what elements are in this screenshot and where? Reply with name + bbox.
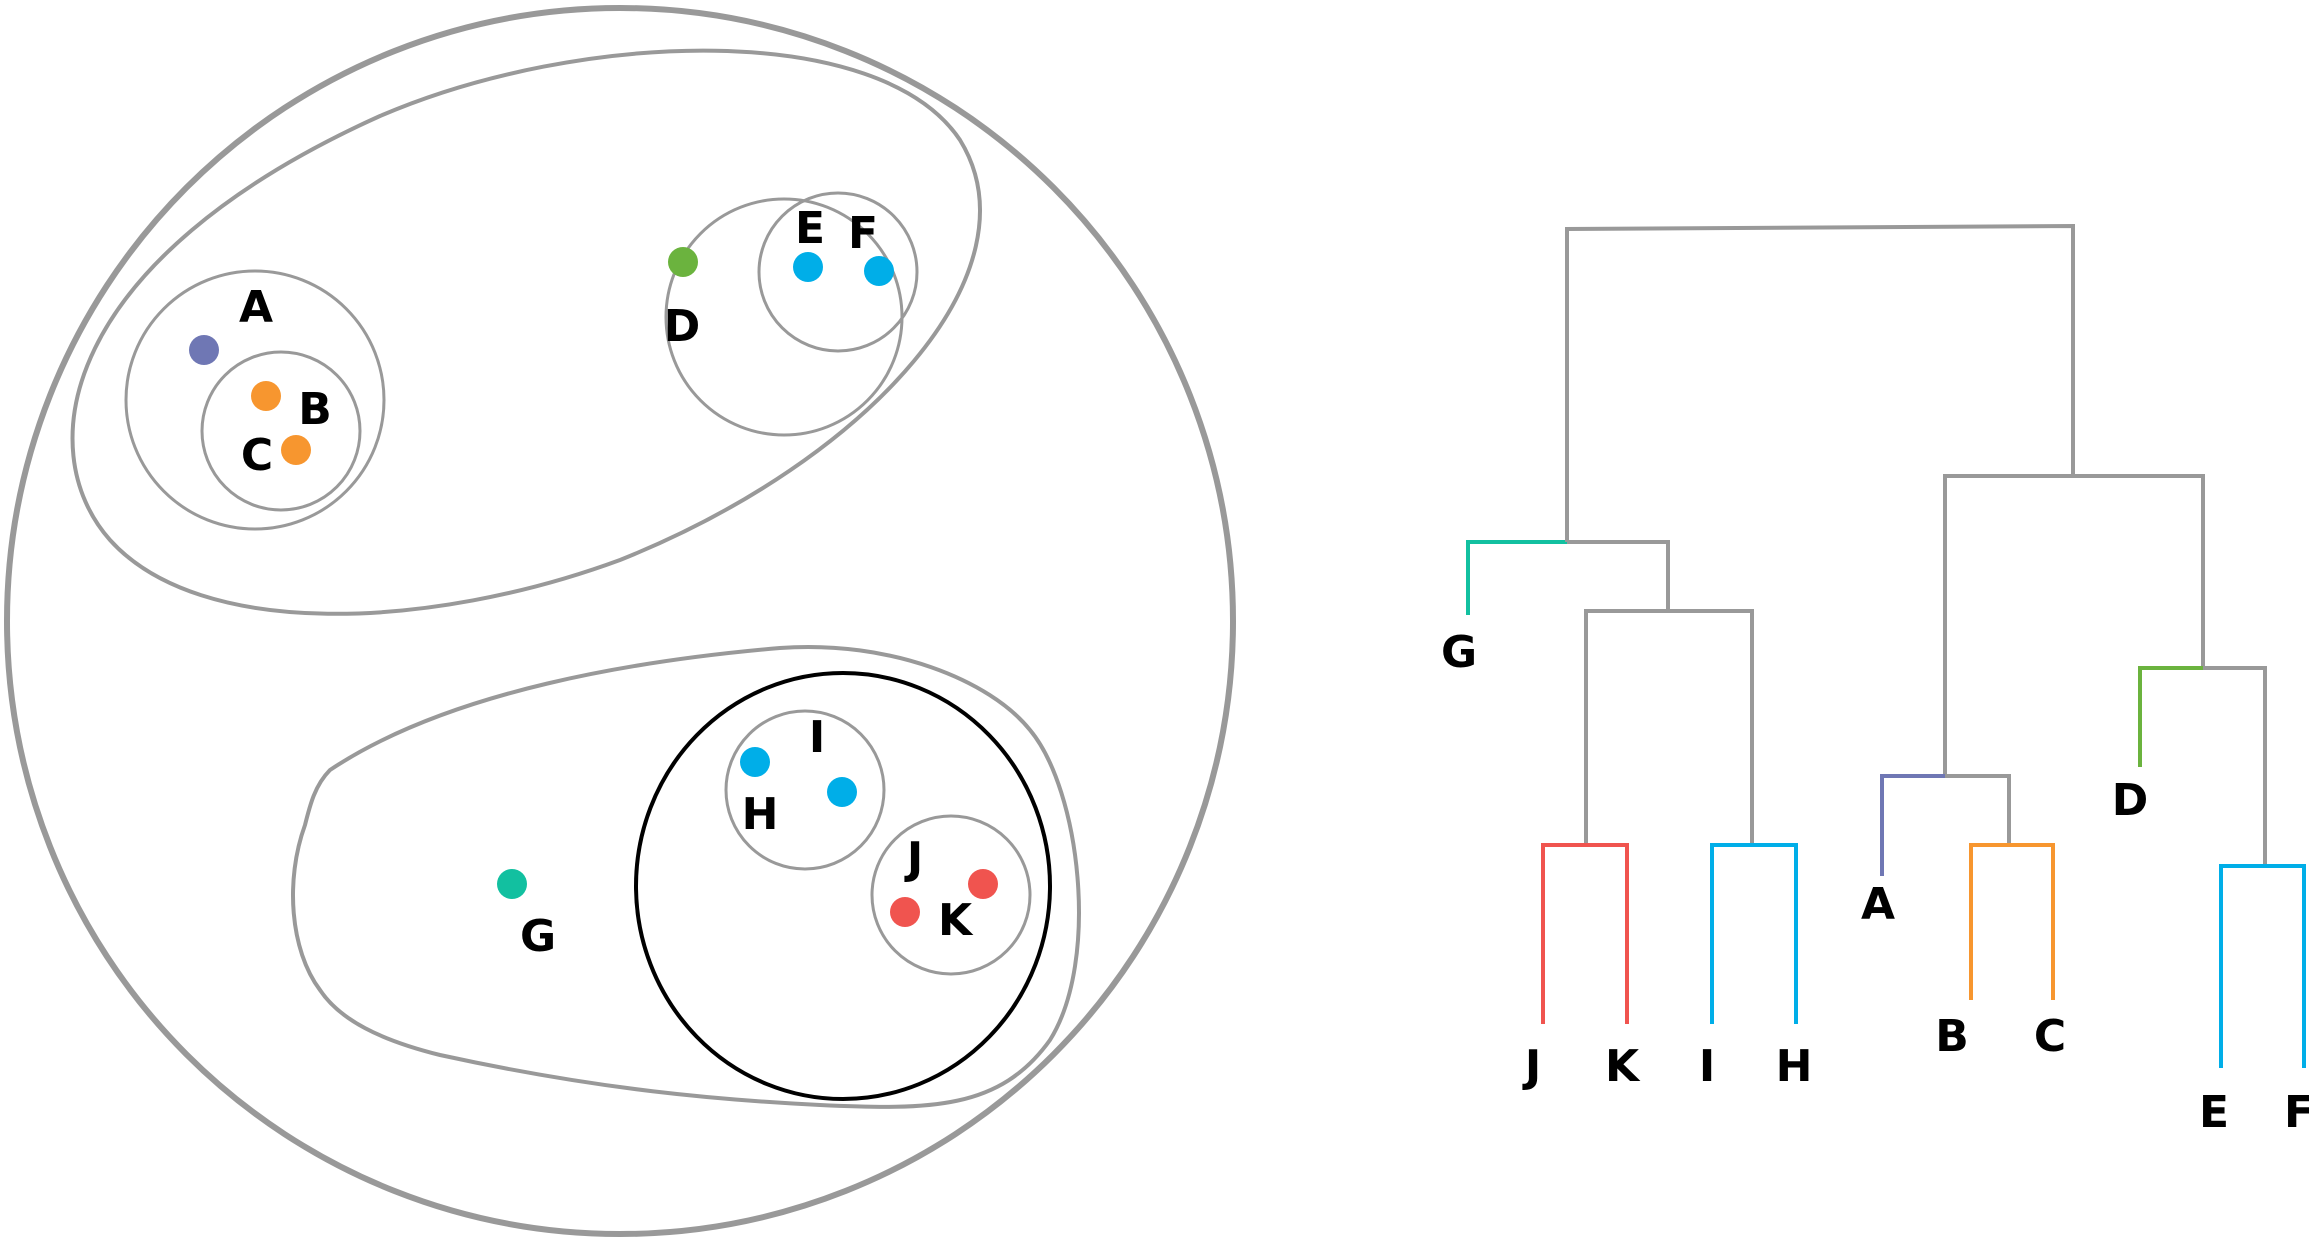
cluster-abc-boundary bbox=[124, 269, 386, 531]
cluster-bc-boundary bbox=[200, 350, 362, 512]
leaf-label-g: G bbox=[1441, 627, 1477, 678]
point-e bbox=[793, 252, 823, 282]
link-root bbox=[1565, 223, 2075, 476]
leaf-label-j: J bbox=[1522, 1041, 1541, 1092]
cluster-hi-boundary bbox=[724, 709, 886, 871]
upper-cluster-boundary bbox=[70, 48, 982, 616]
link-ih bbox=[1710, 843, 1798, 1024]
point-a bbox=[189, 335, 219, 365]
point-label-b: B bbox=[298, 384, 332, 435]
outer-cluster-boundary bbox=[4, 5, 1236, 1237]
point-i bbox=[827, 777, 857, 807]
lower-cluster-boundary bbox=[291, 645, 1081, 1109]
leaf-label-b: B bbox=[1935, 1011, 1969, 1062]
leaf-label-h: H bbox=[1776, 1041, 1813, 1092]
link-abc-def bbox=[1943, 474, 2205, 776]
cluster-hijk-boundary bbox=[634, 671, 1052, 1101]
leaf-label-c: C bbox=[2034, 1011, 2066, 1062]
cluster-jk-boundary bbox=[870, 814, 1032, 976]
link-jkih bbox=[1584, 609, 1754, 845]
leaf-label-f: F bbox=[2284, 1087, 2309, 1138]
link-def-green bbox=[2138, 666, 2203, 767]
link-g-group-teal bbox=[1466, 540, 1567, 615]
point-f bbox=[864, 256, 894, 286]
leaf-label-d: D bbox=[2112, 775, 2149, 826]
point-g bbox=[497, 869, 527, 899]
point-label-i: I bbox=[809, 712, 825, 763]
point-j bbox=[968, 869, 998, 899]
point-label-c: C bbox=[241, 430, 273, 481]
point-h bbox=[740, 747, 770, 777]
point-b bbox=[251, 381, 281, 411]
leaf-label-e: E bbox=[2199, 1087, 2229, 1138]
point-label-g: G bbox=[520, 911, 556, 962]
leaf-label-i: I bbox=[1699, 1041, 1715, 1092]
point-label-a: A bbox=[239, 282, 273, 333]
point-k bbox=[890, 897, 920, 927]
link-g-group-gray bbox=[1567, 540, 1670, 611]
link-abc-gray bbox=[1945, 774, 2011, 845]
leaf-label-a: A bbox=[1861, 879, 1895, 930]
link-jk bbox=[1541, 843, 1629, 1024]
link-abc-purple bbox=[1880, 774, 1945, 876]
point-label-f: F bbox=[848, 208, 878, 259]
point-label-k: K bbox=[938, 895, 974, 946]
point-label-j: J bbox=[904, 833, 923, 884]
nested-cluster-diagram: ABC D E F G HI JK bbox=[4, 5, 1236, 1237]
point-d bbox=[668, 247, 698, 277]
link-ef bbox=[2219, 864, 2306, 1068]
point-label-h: H bbox=[742, 789, 779, 840]
leaf-label-k: K bbox=[1605, 1041, 1641, 1092]
point-c bbox=[281, 435, 311, 465]
point-label-d: D bbox=[664, 301, 701, 352]
link-def-gray bbox=[2203, 666, 2267, 866]
point-label-e: E bbox=[795, 203, 825, 254]
dendrogram: G J K I H A B C D E F bbox=[1441, 223, 2309, 1138]
link-bc bbox=[1969, 843, 2055, 1000]
cluster-ef-boundary bbox=[757, 191, 919, 353]
